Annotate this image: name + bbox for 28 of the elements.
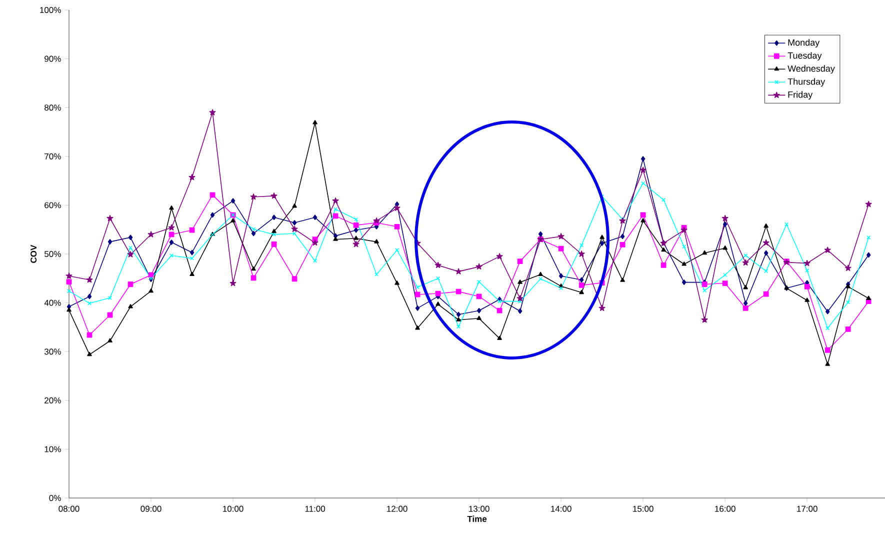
legend-label: Tuesday [788, 52, 822, 60]
x-tick-label: 08:00 [58, 506, 80, 512]
y-tick-label: 20% [44, 397, 61, 404]
x-axis-title: Time [467, 516, 487, 522]
x-tick-label: 11:00 [305, 506, 326, 512]
y-tick-label: 40% [44, 300, 61, 306]
x-tick-label: 17:00 [797, 506, 818, 512]
y-tick-label: 50% [44, 250, 61, 257]
legend-label: Thursday [788, 78, 826, 87]
legend-label: Wednesday [788, 65, 835, 74]
y-tick-label: 100% [40, 6, 61, 13]
y-tick-label: 30% [44, 348, 61, 355]
x-tick-label: 15:00 [633, 506, 654, 512]
y-tick-label: 60% [44, 202, 61, 208]
y-tick-label: 90% [44, 56, 61, 62]
x-tick-label: 12:00 [387, 506, 408, 512]
y-tick-label: 70% [44, 153, 61, 160]
x-tick-label: 16:00 [715, 506, 736, 512]
x-tick-label: 10:00 [223, 506, 244, 512]
legend-label: Friday [788, 91, 813, 100]
y-tick-label: 0% [49, 494, 61, 502]
x-tick-label: 13:00 [469, 506, 490, 512]
x-tick-label: 09:00 [140, 506, 162, 512]
legend-label: Monday [788, 39, 820, 48]
x-tick-label: 14:00 [551, 506, 572, 512]
y-axis-title: COV [30, 244, 37, 263]
y-tick-label: 10% [44, 446, 61, 452]
y-tick-label: 80% [44, 104, 61, 111]
